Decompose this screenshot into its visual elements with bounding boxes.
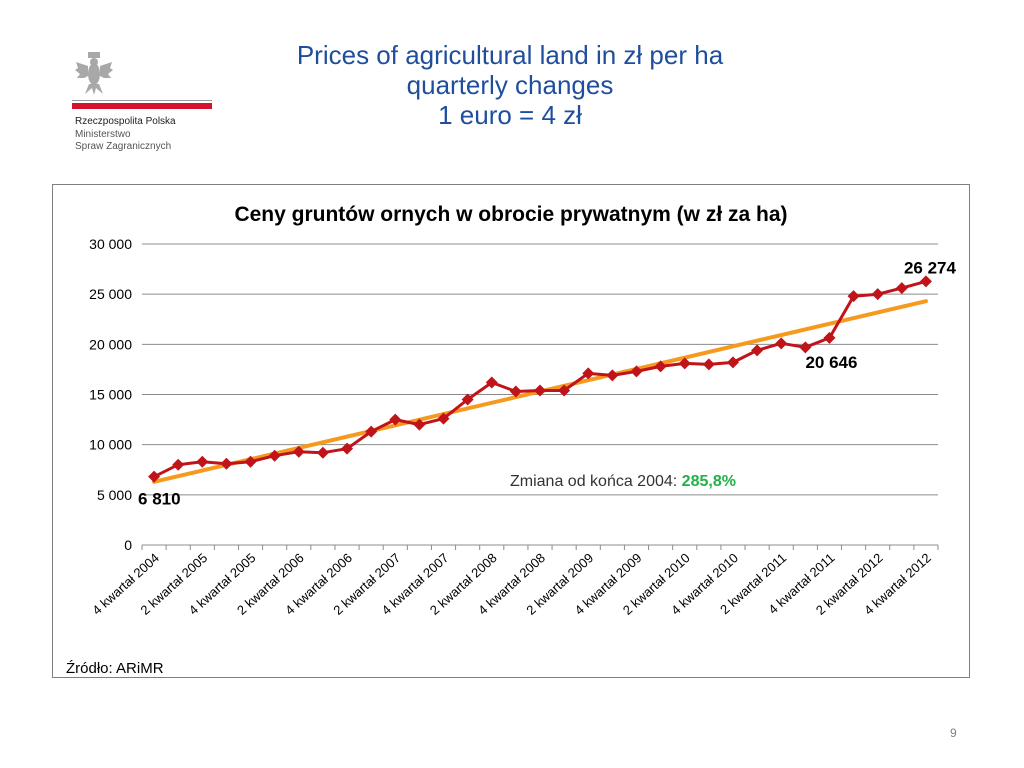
change-annotation-value: 285,8% xyxy=(682,473,736,490)
data-label: 26 274 xyxy=(904,258,957,277)
logo-divider xyxy=(72,100,212,101)
data-point-marker xyxy=(534,384,546,397)
data-point-marker xyxy=(871,288,884,301)
data-point-marker xyxy=(148,470,161,483)
data-point-marker xyxy=(172,458,185,471)
y-tick-label: 10 000 xyxy=(89,437,132,453)
data-point-marker xyxy=(268,449,281,462)
data-point-marker xyxy=(799,341,812,354)
slide-title: Prices of agricultural land in zł per ha… xyxy=(180,40,840,130)
data-point-marker xyxy=(461,393,474,406)
data-point-marker xyxy=(196,455,209,468)
data-point-marker xyxy=(582,367,595,380)
data-point-marker xyxy=(220,457,233,470)
chart-source: Źródło: ARiMR xyxy=(66,660,164,677)
y-tick-label: 20 000 xyxy=(89,336,132,352)
y-tick-label: 30 000 xyxy=(89,236,132,252)
line-chart: Ceny gruntów ornych w obrocie prywatnym … xyxy=(66,203,957,677)
logo-red-stripe xyxy=(72,103,212,109)
series-line xyxy=(153,279,927,479)
logo-text-line-2: Ministerstwo xyxy=(75,129,131,140)
data-point-marker xyxy=(823,331,836,344)
data-point-marker xyxy=(558,384,571,397)
data-point-marker xyxy=(654,360,667,373)
data-point-marker xyxy=(726,356,739,369)
ministry-logo: Rzeczpospolita Polska Ministerstwo Spraw… xyxy=(72,50,222,160)
data-point-marker xyxy=(341,442,354,455)
data-point-marker xyxy=(413,418,426,431)
data-point-marker xyxy=(678,357,691,370)
y-tick-label: 25 000 xyxy=(89,286,132,302)
data-point-marker xyxy=(485,376,498,389)
data-point-marker xyxy=(365,425,378,438)
y-tick-label: 0 xyxy=(124,537,132,553)
data-point-marker xyxy=(244,455,257,468)
data-label: 20 646 xyxy=(805,353,857,372)
chart-frame xyxy=(52,184,970,678)
slide-title-line-2: quarterly changes xyxy=(406,70,614,100)
data-point-marker xyxy=(389,413,402,426)
change-annotation-label: Zmiana od końca 2004: xyxy=(510,473,682,490)
data-point-marker xyxy=(630,365,643,378)
data-point-marker xyxy=(775,337,788,350)
logo-text-line-1: Rzeczpospolita Polska xyxy=(75,116,176,127)
data-label: 6 810 xyxy=(138,490,181,509)
data-point-marker xyxy=(895,282,908,295)
data-point-marker xyxy=(751,344,764,357)
data-point-marker xyxy=(509,385,522,398)
data-point-marker xyxy=(702,358,715,371)
eagle-emblem-icon xyxy=(75,52,113,95)
slide-title-line-1: Prices of agricultural land in zł per ha xyxy=(296,40,724,70)
data-point-marker xyxy=(606,369,619,382)
y-tick-label: 5 000 xyxy=(97,487,132,503)
data-point-marker xyxy=(316,446,329,459)
data-point-marker xyxy=(919,275,932,288)
chart-title: Ceny gruntów ornych w obrocie prywatnym … xyxy=(234,203,787,226)
y-tick-label: 15 000 xyxy=(89,387,132,403)
change-annotation: Zmiana od końca 2004: 285,8% xyxy=(510,473,736,490)
logo-text-line-3: Spraw Zagranicznych xyxy=(75,141,172,152)
page-number: 9 xyxy=(950,726,957,740)
data-point-marker xyxy=(847,290,860,303)
data-point-marker xyxy=(437,412,450,425)
slide-title-line-3: 1 euro = 4 zł xyxy=(438,100,582,130)
data-point-marker xyxy=(292,445,305,458)
